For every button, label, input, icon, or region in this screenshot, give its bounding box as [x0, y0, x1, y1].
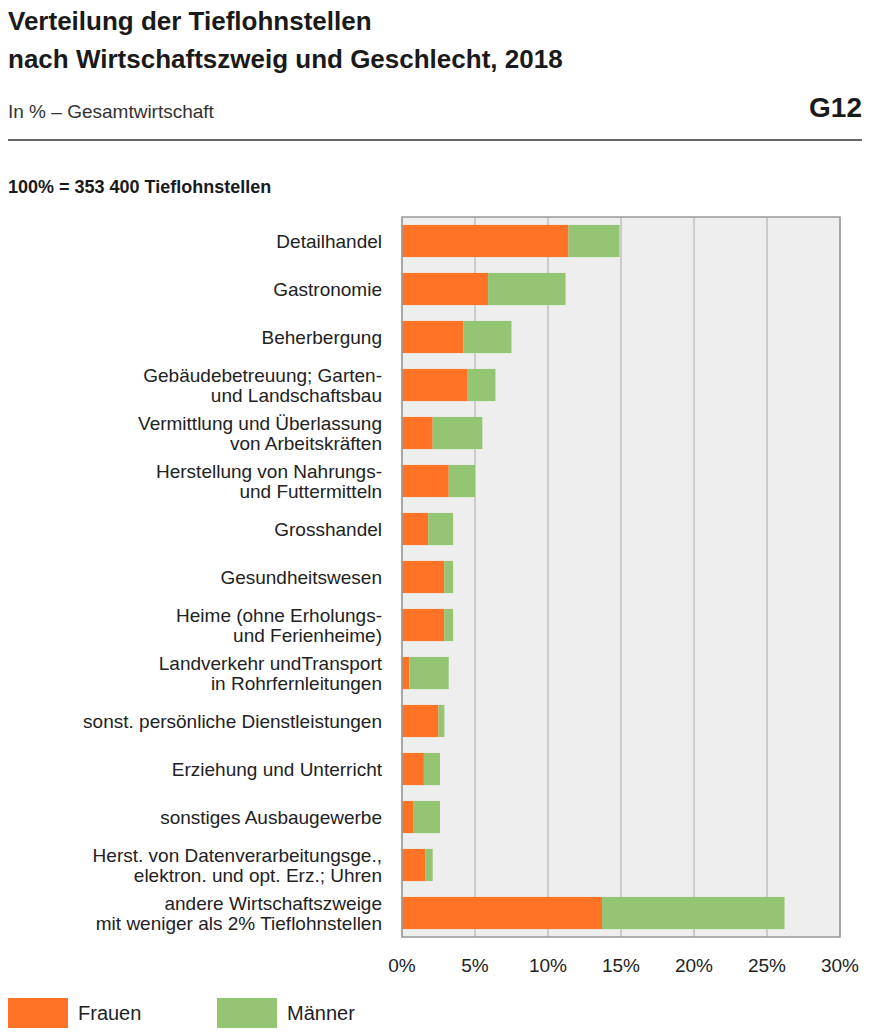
category-label-line: Landverkehr undTransport [159, 653, 383, 674]
bar-segment [402, 321, 463, 353]
plot-frame [402, 217, 840, 937]
category-label: andere Wirtschaftszweigemit weniger als … [96, 893, 382, 934]
category-label: sonstiges Ausbaugewerbe [160, 807, 382, 828]
category-label: Gastronomie [273, 279, 382, 300]
category-label-line: Beherbergung [262, 327, 382, 348]
tick-label: 25% [748, 955, 786, 976]
tick-label: 30% [821, 955, 859, 976]
category-label-line: elektron. und opt. Erz.; Uhren [134, 865, 382, 886]
category-label: Erziehung und Unterricht [172, 759, 383, 780]
bar-segment [444, 609, 453, 641]
bar-segment [402, 849, 425, 881]
bar-segment [402, 417, 433, 449]
category-label-line: Gesundheitswesen [220, 567, 382, 588]
bar-segment [402, 801, 414, 833]
tick-label: 15% [602, 955, 640, 976]
bar-segment [402, 513, 428, 545]
chart: Verteilung der Tieflohnstellen nach Wirts… [0, 0, 873, 1034]
legend-label: Männer [287, 1002, 355, 1024]
category-label-line: Herst. von Datenverarbeitungsge., [93, 845, 382, 866]
header-rule [8, 139, 862, 141]
category-label: sonst. persönliche Dienstleistungen [83, 711, 382, 732]
category-label-line: sonst. persönliche Dienstleistungen [83, 711, 382, 732]
plot-background [402, 217, 840, 937]
category-label: Gebäudebetreuung; Garten-und Landschafts… [143, 365, 382, 406]
category-label-line: Detailhandel [276, 231, 382, 252]
grid-line [548, 217, 549, 937]
bar-segment [414, 801, 440, 833]
legend-swatch [217, 998, 277, 1028]
bar-segment [402, 561, 444, 593]
bar-segment [402, 273, 488, 305]
bar-segment [433, 417, 483, 449]
bar-segment [449, 465, 475, 497]
base-note: 100% = 353 400 Tieflohnstellen [8, 177, 271, 197]
category-label: Landverkehr undTransportin Rohrfernleitu… [159, 653, 383, 694]
bar-segment [402, 705, 439, 737]
category-label-line: und Ferienheime) [233, 625, 382, 646]
bar-segment [568, 225, 619, 257]
grid-line [621, 217, 622, 937]
category-label-line: und Futtermitteln [239, 481, 382, 502]
category-label: Beherbergung [262, 327, 382, 348]
bar-segment [424, 753, 440, 785]
category-label: Grosshandel [274, 519, 382, 540]
grid-line [767, 217, 768, 937]
bar-segment [402, 225, 568, 257]
title: Verteilung der Tieflohnstellen nach Wirts… [8, 6, 563, 74]
bar-segment [409, 657, 448, 689]
subtitle: In % – Gesamtwirtschaft [8, 101, 215, 122]
category-label-line: von Arbeitskräften [230, 433, 382, 454]
category-label: Herst. von Datenverarbeitungsge.,elektro… [93, 845, 382, 886]
category-label: Herstellung von Nahrungs-und Futtermitte… [156, 461, 382, 502]
category-label-line: Gebäudebetreuung; Garten- [143, 365, 382, 386]
bar-segment [602, 897, 785, 929]
bar-segment [402, 657, 409, 689]
tick-label: 10% [529, 955, 567, 976]
bar-segment [425, 849, 432, 881]
tick-label: 0% [388, 955, 416, 976]
bars [402, 225, 785, 929]
category-label-line: Herstellung von Nahrungs- [156, 461, 382, 482]
category-label-line: andere Wirtschaftszweige [164, 893, 382, 914]
category-label-line: sonstiges Ausbaugewerbe [160, 807, 382, 828]
legend-swatch [8, 998, 68, 1028]
category-label-line: und Landschaftsbau [211, 385, 382, 406]
tick-label: 5% [461, 955, 489, 976]
category-label-line: Erziehung und Unterricht [172, 759, 383, 780]
title-line: nach Wirtschaftszweig und Geschlecht, 20… [8, 44, 563, 74]
category-label: Detailhandel [276, 231, 382, 252]
page: {"chart_data": { "type": "bar", "orienta… [0, 0, 873, 1034]
category-label-line: Heime (ohne Erholungs- [176, 605, 382, 626]
category-label: Gesundheitswesen [220, 567, 382, 588]
bar-segment [402, 897, 602, 929]
category-label-line: Grosshandel [274, 519, 382, 540]
category-label-line: Vermittlung und Überlassung [138, 413, 382, 434]
category-label-line: in Rohrfernleitungen [211, 673, 382, 694]
bar-segment [488, 273, 565, 305]
bar-segment [463, 321, 511, 353]
bar-segment [402, 369, 468, 401]
bar-segment [439, 705, 445, 737]
chart-id: G12 [809, 92, 862, 123]
bar-segment [444, 561, 453, 593]
bar-segment [428, 513, 453, 545]
title-line: Verteilung der Tieflohnstellen [8, 6, 372, 36]
category-label-line: Gastronomie [273, 279, 382, 300]
category-label: Vermittlung und Überlassungvon Arbeitskr… [138, 413, 382, 454]
bar-segment [468, 369, 496, 401]
category-label-line: mit weniger als 2% Tieflohnstellen [96, 913, 382, 934]
bar-segment [402, 609, 444, 641]
bar-segment [402, 753, 424, 785]
category-label: Heime (ohne Erholungs-und Ferienheime) [176, 605, 382, 646]
bar-segment [402, 465, 449, 497]
tick-label: 20% [675, 955, 713, 976]
legend-label: Frauen [78, 1002, 141, 1024]
grid-line [694, 217, 695, 937]
